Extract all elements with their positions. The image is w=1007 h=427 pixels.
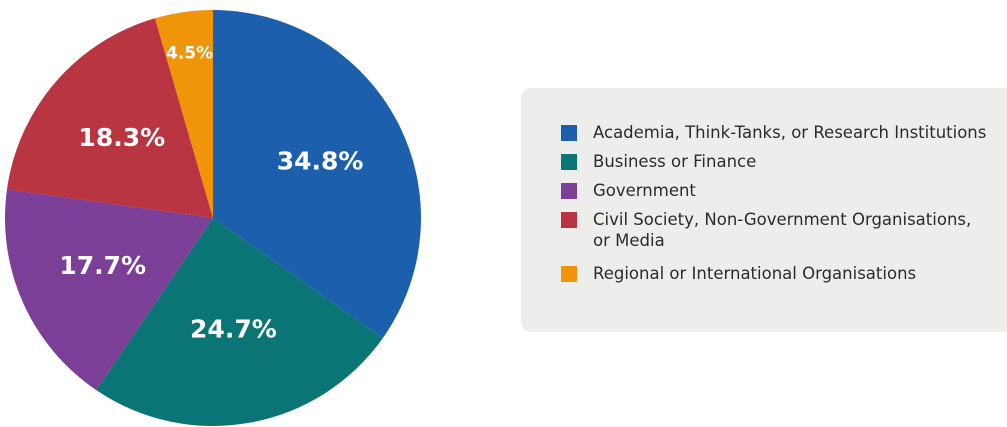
legend-swatch-civil-society — [561, 212, 577, 228]
pie-chart: 34.8% 24.7% 17.7% 18.3% 4.5% — [4, 10, 422, 426]
legend-swatch-business — [561, 154, 577, 170]
pie-label-regional: 4.5% — [166, 43, 213, 63]
pie-slice-academia — [213, 10, 422, 339]
pie-labels: 34.8% 24.7% 17.7% 18.3% 4.5% — [59, 43, 363, 343]
legend-label-academia: Academia, Think-Tanks, or Research Insti… — [593, 123, 987, 142]
pie-label-civil-society: 18.3% — [78, 123, 165, 152]
pie-slice-civil-society — [6, 18, 214, 219]
legend-item-business: Business or Finance — [561, 151, 1007, 172]
pie-slices — [4, 10, 422, 426]
pie-slice-government — [4, 189, 213, 391]
pie-label-government: 17.7% — [59, 251, 146, 280]
legend-item-academia: Academia, Think-Tanks, or Research Insti… — [561, 122, 1007, 143]
legend-item-civil-society: Civil Society, Non-Government Organisati… — [561, 209, 1007, 251]
legend-item-regional: Regional or International Organisations — [561, 263, 1007, 284]
pie-label-business: 24.7% — [190, 315, 277, 344]
legend-label-business: Business or Finance — [593, 152, 757, 171]
legend-swatch-government — [561, 183, 577, 199]
legend-label-government: Government — [593, 181, 696, 200]
legend: Academia, Think-Tanks, or Research Insti… — [521, 88, 1007, 332]
pie-label-academia: 34.8% — [277, 147, 364, 176]
pie-slice-business — [96, 218, 383, 426]
legend-item-government: Government — [561, 180, 1007, 201]
legend-label-regional: Regional or International Organisations — [593, 264, 917, 283]
pie-slice-regional — [154, 10, 213, 218]
legend-label-civil-society: Civil Society, Non-Government Organisati… — [593, 210, 972, 250]
legend-swatch-regional — [561, 266, 577, 282]
legend-swatch-academia — [561, 125, 577, 141]
